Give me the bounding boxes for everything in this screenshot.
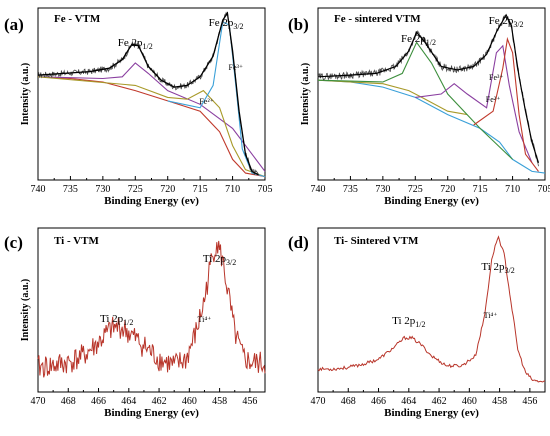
panel-c: 470 468 466 464 462 460 458 456 Binding Energy (… [4, 227, 266, 419]
series-envelope [317, 13, 540, 163]
peak-label: Ti 2p1/2 [392, 315, 425, 329]
series-envelope [37, 11, 259, 176]
plot-frame [37, 7, 266, 181]
x-tick-label: 466 [371, 396, 386, 407]
x-tick-label: 464 [401, 396, 416, 407]
plot-frame [37, 227, 266, 393]
x-tick-label: 730 [95, 184, 110, 195]
y-axis-title: Intensity (a.u.) [20, 279, 31, 342]
x-tick-label: 456 [522, 396, 537, 407]
series-fit-fe2plus [37, 76, 266, 178]
x-tick-label: 464 [121, 396, 136, 407]
peak-label: Fe 2p3/2 [209, 17, 244, 31]
x-tick-label: 470 [311, 396, 326, 407]
panel-title: Ti- Sintered VTM [334, 235, 419, 247]
x-tick-label: 468 [61, 396, 76, 407]
x-tick-label: 720 [440, 184, 455, 195]
species-label: Fe²⁺ [199, 97, 214, 106]
x-tick-label: 458 [492, 396, 507, 407]
species-label: Fe³⁺ [229, 63, 244, 72]
series-baseline [317, 79, 546, 174]
x-tick-label: 470 [31, 396, 46, 407]
x-tick-label: 468 [341, 396, 356, 407]
panel-letter: (a) [4, 15, 24, 34]
x-tick-label: 735 [63, 184, 78, 195]
x-tick-label: 466 [91, 396, 106, 407]
plot-frame [317, 227, 546, 393]
x-tick-label: 456 [242, 396, 257, 407]
series-fit-fe2p12 [37, 62, 266, 172]
x-tick-label: 740 [31, 184, 46, 195]
panel-letter: (d) [288, 233, 309, 252]
panel-b: 740 735 730 725 720 715 710 705 Binding Energy (… [288, 7, 550, 207]
x-axis-title: Binding Energy (ev) [104, 407, 199, 419]
peak-label: Fe 2p1/2 [401, 33, 436, 47]
series-signal [37, 240, 266, 378]
series-data [37, 11, 259, 176]
x-tick-label: 705 [538, 184, 550, 195]
panel-title: Ti - VTM [54, 235, 99, 247]
x-tick-label: 705 [258, 184, 273, 195]
x-tick-label: 710 [505, 184, 520, 195]
series-fit-purple [415, 44, 533, 164]
peak-label: Fe 2p3/2 [489, 15, 524, 29]
x-tick-label: 725 [408, 184, 423, 195]
x-tick-label: 740 [311, 184, 326, 195]
series-baseline [37, 76, 266, 178]
x-axis-title: Binding Energy (ev) [384, 195, 479, 207]
x-tick-label: 460 [182, 396, 197, 407]
x-tick-label: 715 [473, 184, 488, 195]
species-label: Ti⁴⁺ [198, 315, 212, 324]
panel-a: 740 735 730 725 720 715 710 705 Binding Energy (… [4, 7, 273, 207]
x-tick-label: 462 [432, 396, 447, 407]
species-label: Fe²⁺ [486, 95, 501, 104]
series-fit-green [317, 41, 513, 160]
x-tick-label: 730 [375, 184, 390, 195]
x-tick-label: 735 [343, 184, 358, 195]
x-axis-title: Binding Energy (ev) [384, 407, 479, 419]
species-label: Fe³⁺ [489, 73, 504, 82]
x-tick-label: 460 [462, 396, 477, 407]
peak-label: Ti 2p3/2 [481, 261, 514, 275]
panel-letter: (b) [288, 15, 309, 34]
species-label: Ti⁴⁺ [484, 311, 498, 320]
y-axis-title: Intensity (a.u.) [300, 63, 311, 126]
panel-title: Fe - sintered VTM [334, 13, 421, 25]
series-signal [317, 235, 546, 383]
x-tick-label: 715 [193, 184, 208, 195]
x-axis-title: Binding Energy (ev) [104, 195, 199, 207]
x-tick-label: 710 [225, 184, 240, 195]
series-fit-olive [317, 79, 468, 116]
panel-title: Fe - VTM [54, 13, 101, 25]
peak-label: Fe 2p1/2 [118, 37, 153, 51]
x-tick-label: 462 [152, 396, 167, 407]
peak-label: Ti 2p1/2 [100, 313, 133, 327]
series-fit-red [473, 36, 539, 172]
x-tick-label: 725 [128, 184, 143, 195]
y-axis-title: Intensity (a.u.) [20, 63, 31, 126]
panel-letter: (c) [4, 233, 23, 252]
x-tick-label: 720 [160, 184, 175, 195]
peak-label: Ti 2p3/2 [203, 253, 236, 267]
x-tick-label: 458 [212, 396, 227, 407]
panel-d: 470 468 466 464 462 460 458 456 Binding Energy (… [288, 227, 546, 419]
